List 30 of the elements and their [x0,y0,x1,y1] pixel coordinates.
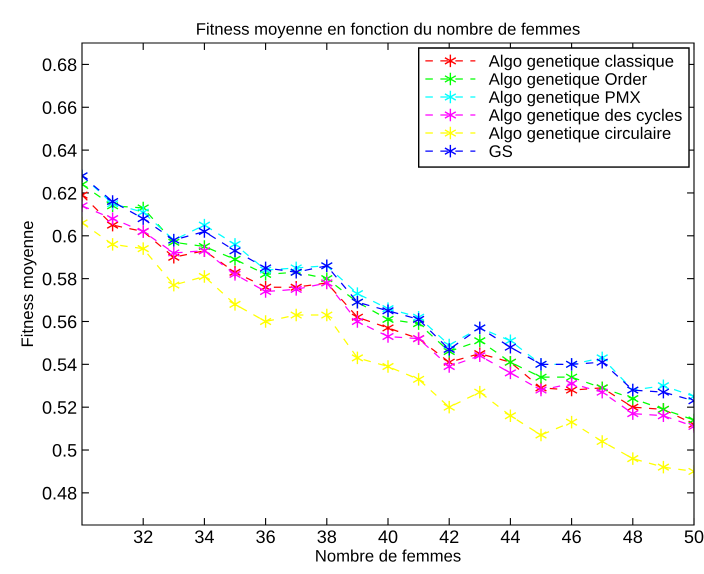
y-tick-label: 0.68 [42,58,76,72]
x-tick-label: 48 [623,530,642,544]
x-tick-label: 32 [134,530,152,544]
y-tick-label: 0.5 [52,444,76,457]
x-tick-label: 42 [440,530,458,543]
x-axis-title: Nombre de femmes [316,549,461,562]
x-tick-label: 38 [317,530,336,544]
y-tick-label: 0.52 [42,401,76,414]
chart-title: Fitness moyenne en fonction du nombre de femmes [197,22,580,38]
y-tick-label: 0.54 [42,358,77,372]
legend-label: Algo genetique Order [488,72,647,88]
y-tick-label: 0.66 [42,101,76,114]
y-tick-label: 0.48 [42,486,76,500]
legend-label: Algo genetique des cycles [488,108,682,124]
y-axis-title: Fitness moyenne [20,221,36,346]
x-tick-label: 34 [195,530,214,544]
x-tick-label: 50 [684,530,704,544]
y-tick-label: 0.62 [42,186,76,200]
legend-label: GS [490,145,512,158]
legend-label: Algo genetique classique [488,54,674,70]
x-tick-label: 40 [378,530,398,544]
x-tick-label: 44 [500,530,520,543]
legend-label: Algo genetique PMX [488,90,640,106]
x-tick-label: 36 [256,530,275,544]
x-tick-label: 46 [562,530,581,544]
y-tick-label: 0.56 [42,315,76,328]
y-tick-label: 0.58 [42,272,76,286]
y-tick-label: 0.6 [52,230,76,243]
y-tick-label: 0.64 [42,144,77,157]
legend-label: Algo genetique circulaire [488,126,670,142]
